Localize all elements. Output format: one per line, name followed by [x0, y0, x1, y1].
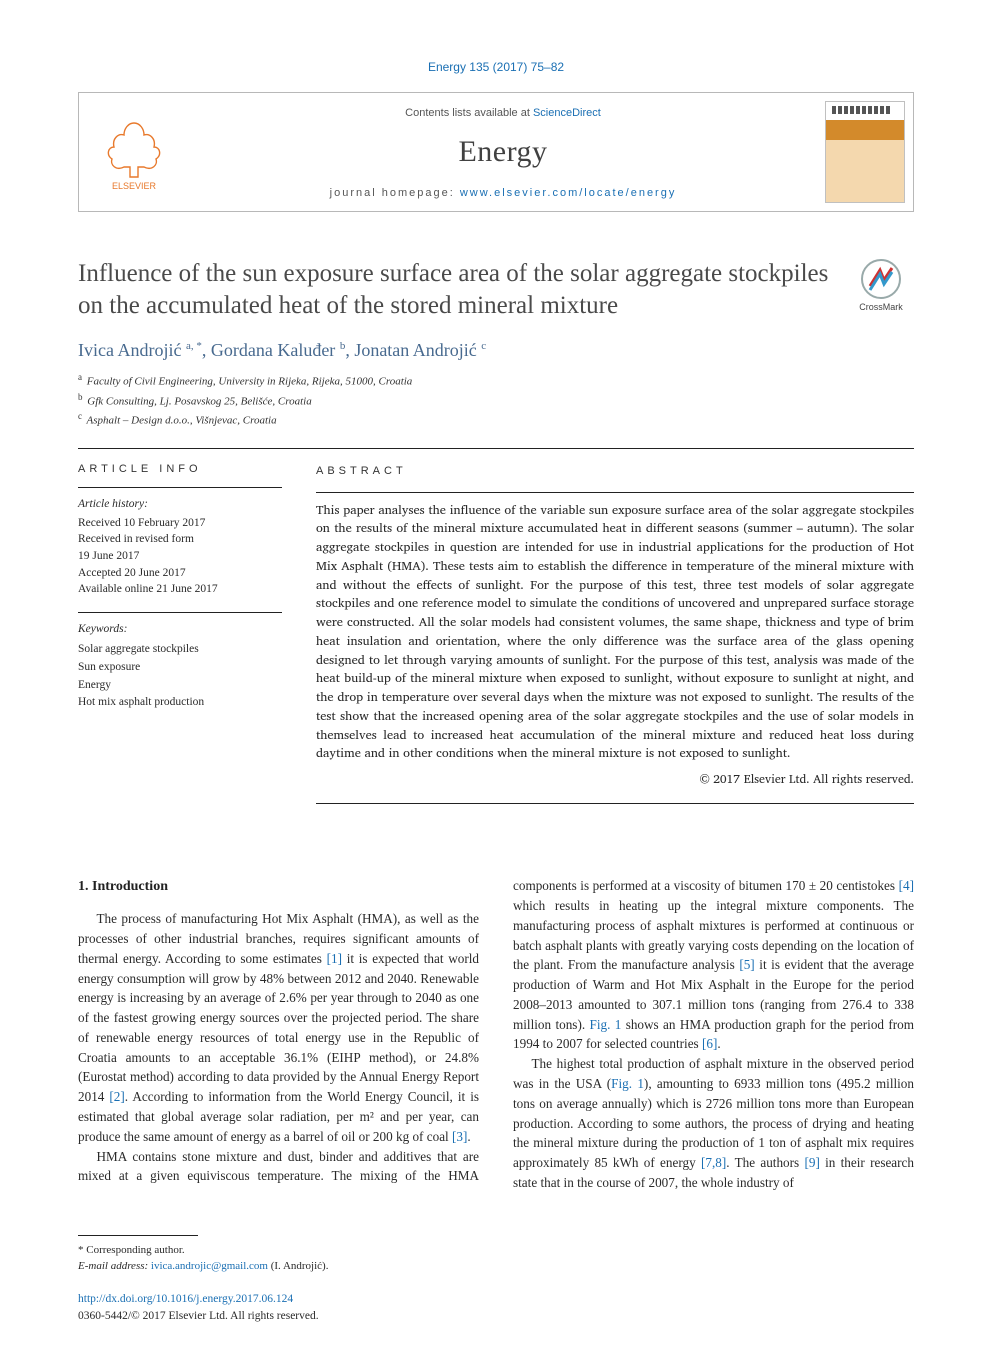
keywords-label: Keywords: — [78, 621, 282, 639]
journal-homepage: journal homepage: www.elsevier.com/locat… — [195, 187, 811, 199]
keyword-item: Hot mix asphalt production — [78, 694, 282, 712]
history-label: Article history: — [78, 496, 282, 513]
history-line: 19 June 2017 — [78, 548, 282, 565]
footnotes: * Corresponding author. E-mail address: … — [78, 1235, 914, 1275]
sciencedirect-link[interactable]: ScienceDirect — [533, 107, 601, 119]
crossmark-label: CrossMark — [859, 302, 903, 312]
ref-link[interactable]: [7,8] — [701, 1155, 726, 1170]
ref-link[interactable]: [2] — [109, 1089, 124, 1104]
body-text: 1. Introduction The process of manufactu… — [78, 876, 914, 1193]
publisher-logo-text: ELSEVIER — [112, 181, 157, 191]
author-list: Ivica Androjić a, *, Gordana Kaluđer b, … — [78, 340, 914, 361]
affiliation-line: c Asphalt – Design d.o.o., Višnjevac, Cr… — [78, 410, 914, 430]
section-heading: 1. Introduction — [78, 876, 479, 897]
corresponding-author-note: * Corresponding author. — [78, 1242, 914, 1259]
ref-link[interactable]: [4] — [899, 878, 914, 893]
article-info-column: ARTICLE INFO Article history: Received 1… — [78, 463, 282, 812]
citation-link[interactable]: Energy 135 (2017) 75–82 — [428, 60, 564, 74]
email-line: E-mail address: ivica.androjic@gmail.com… — [78, 1258, 914, 1275]
affiliation-line: a Faculty of Civil Engineering, Universi… — [78, 371, 914, 391]
article-history: Article history: Received 10 February 20… — [78, 496, 282, 598]
journal-cover-thumb — [817, 93, 913, 211]
doi-block: http://dx.doi.org/10.1016/j.energy.2017.… — [78, 1291, 914, 1326]
paper-title: Influence of the sun exposure surface ar… — [78, 258, 830, 322]
ref-link[interactable]: [3] — [452, 1129, 467, 1144]
divider — [78, 448, 914, 449]
history-line: Received 10 February 2017 — [78, 515, 282, 532]
issn-copyright: 0360-5442/© 2017 Elsevier Ltd. All right… — [78, 1310, 319, 1322]
ref-link[interactable]: [1] — [327, 951, 342, 966]
keywords-block: Keywords: Solar aggregate stockpilesSun … — [78, 621, 282, 712]
figure-link[interactable]: Fig. 1 — [590, 1017, 622, 1032]
journal-homepage-link[interactable]: www.elsevier.com/locate/energy — [460, 187, 677, 199]
history-line: Received in revised form — [78, 531, 282, 548]
ref-link[interactable]: [9] — [804, 1155, 819, 1170]
ref-link[interactable]: [5] — [739, 957, 754, 972]
keyword-item: Sun exposure — [78, 659, 282, 677]
abstract-text: This paper analyses the influence of the… — [316, 501, 914, 764]
doi-link[interactable]: http://dx.doi.org/10.1016/j.energy.2017.… — [78, 1293, 293, 1305]
journal-name: Energy — [195, 135, 811, 169]
keyword-item: Energy — [78, 677, 282, 695]
publisher-logo: ELSEVIER — [79, 93, 189, 211]
abstract-column: ABSTRACT This paper analyses the influen… — [316, 463, 914, 812]
crossmark-badge[interactable]: CrossMark — [848, 258, 914, 312]
citation: Energy 135 (2017) 75–82 — [78, 60, 914, 74]
body-paragraph: The highest total production of asphalt … — [513, 1054, 914, 1193]
affiliations: a Faculty of Civil Engineering, Universi… — [78, 371, 914, 430]
abstract-copyright: © 2017 Elsevier Ltd. All rights reserved… — [316, 771, 914, 789]
affiliation-line: b Gfk Consulting, Lj. Posavskog 25, Beli… — [78, 391, 914, 411]
history-line: Accepted 20 June 2017 — [78, 565, 282, 582]
elsevier-tree-icon: ELSEVIER — [98, 113, 170, 191]
crossmark-icon — [860, 258, 902, 300]
contents-line: Contents lists available at ScienceDirec… — [195, 107, 811, 119]
journal-header: ELSEVIER Contents lists available at Sci… — [78, 92, 914, 212]
history-line: Available online 21 June 2017 — [78, 581, 282, 598]
abstract-heading: ABSTRACT — [316, 463, 914, 480]
figure-link[interactable]: Fig. 1 — [611, 1076, 644, 1091]
keyword-item: Solar aggregate stockpiles — [78, 641, 282, 659]
article-info-heading: ARTICLE INFO — [78, 463, 282, 475]
ref-link[interactable]: [6] — [702, 1036, 717, 1051]
body-paragraph: The process of manufacturing Hot Mix Asp… — [78, 909, 479, 1147]
author-email-link[interactable]: ivica.androjic@gmail.com — [151, 1260, 268, 1272]
